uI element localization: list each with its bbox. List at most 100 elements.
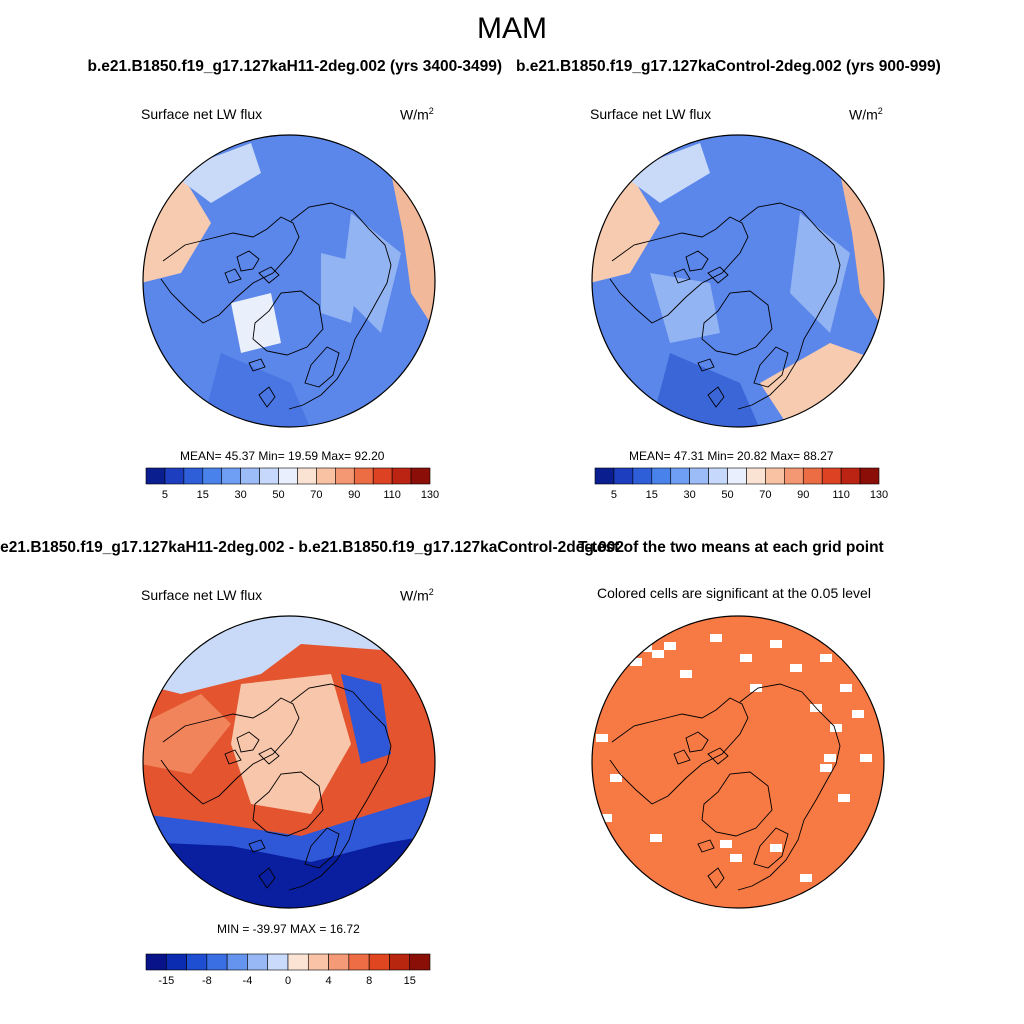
colorbar-tick-label: 0 — [285, 975, 291, 987]
coastline — [304, 827, 340, 869]
colorbar-box — [186, 953, 208, 971]
coastline — [609, 216, 749, 324]
dark-region — [201, 353, 311, 427]
control-panel-title: b.e21.B1850.f19_g17.127kaControl-2deg.00… — [516, 58, 941, 75]
colorbar-tick-label: 130 — [421, 489, 439, 501]
coastline — [288, 202, 392, 410]
coastline — [160, 216, 300, 324]
colorbar-box — [353, 467, 374, 485]
colorbar-box — [145, 953, 167, 971]
light-region — [171, 143, 261, 203]
coastline — [753, 827, 789, 869]
insignificant-cell — [790, 664, 802, 672]
difference-panel-title: b.e21.B1850.f19_g17.127kaH11-2deg.002 - … — [0, 539, 624, 556]
colorbar-box — [821, 467, 842, 485]
coastline — [673, 731, 729, 765]
colorbar-box — [689, 467, 709, 485]
colorbar-tick-label: 50 — [721, 489, 733, 501]
colorbar-tick-label: -15 — [158, 975, 174, 987]
coastline — [248, 839, 266, 853]
colorbar-box — [202, 467, 223, 485]
control-units-label: W/m2 — [849, 106, 883, 123]
dark-region — [650, 353, 760, 427]
colorbar-tick-label: 5 — [162, 489, 168, 501]
colorbar-tick-label: 5 — [611, 489, 617, 501]
colorbar-box — [278, 467, 298, 485]
colorbar-box — [206, 953, 228, 971]
coastline — [707, 386, 725, 408]
insignificant-cell — [740, 654, 752, 662]
difference-stats: MIN = -39.97 MAX = 16.72 — [217, 922, 360, 936]
colorbar-box — [316, 467, 336, 485]
control-stats: MEAN= 47.31 Min= 20.82 Max= 88.27 — [629, 449, 834, 463]
coastline — [701, 290, 773, 356]
coastline — [258, 867, 276, 889]
colorbar-box — [727, 467, 747, 485]
insignificant-cell — [730, 854, 742, 862]
difference-units-label: W/m2 — [400, 587, 434, 604]
insignificant-cell — [800, 874, 812, 882]
colorbar-box — [221, 467, 241, 485]
colorbar-tick-label: 8 — [366, 975, 372, 987]
insignificant-cell — [652, 650, 664, 658]
colorbar-box — [594, 467, 615, 485]
warm-region — [391, 694, 435, 774]
insignificant-cell — [664, 642, 676, 650]
colorbar-box — [632, 467, 653, 485]
case-polar-map — [142, 134, 436, 428]
coastlines — [609, 683, 841, 891]
coastline — [701, 771, 773, 837]
case-stats: MEAN= 45.37 Min= 19.59 Max= 92.20 — [180, 449, 385, 463]
coastline — [697, 839, 715, 853]
colorbar-tick-label: 90 — [797, 489, 809, 501]
case-panel-title: b.e21.B1850.f19_g17.127kaH11-2deg.002 (y… — [87, 58, 502, 75]
warm-region — [143, 694, 231, 774]
colorbar-box — [784, 467, 804, 485]
coastlines — [160, 683, 392, 891]
insignificant-cell — [596, 734, 608, 742]
case-units-label: W/m2 — [400, 106, 434, 123]
map-border — [142, 134, 436, 428]
colorbar-box — [328, 953, 350, 971]
colorbar-tick-label: 70 — [759, 489, 771, 501]
colorbar-box — [765, 467, 785, 485]
colorbar-box — [287, 953, 309, 971]
coastline — [288, 683, 392, 891]
insignificant-cell — [860, 754, 872, 762]
colorbar-box — [670, 467, 690, 485]
colorbar-box — [145, 467, 166, 485]
colorbar-box — [183, 467, 204, 485]
cool-region — [341, 674, 391, 764]
light-region — [650, 273, 720, 343]
insignificant-cell — [600, 814, 612, 822]
colorbar-tick-label: 50 — [272, 489, 284, 501]
colorbar-box — [368, 953, 390, 971]
coastline — [224, 731, 280, 765]
map-border — [142, 615, 436, 909]
coastline — [304, 346, 340, 388]
insignificant-cell — [610, 774, 622, 782]
light-region — [341, 213, 401, 333]
colorbar-tick-label: 30 — [684, 489, 696, 501]
colorbar-box — [297, 467, 317, 485]
pale-warm-region — [231, 674, 351, 814]
colorbar-box — [859, 467, 880, 485]
control-polar-map — [591, 134, 885, 428]
ttest-polar-map — [591, 615, 885, 909]
insignificant-cell — [840, 684, 852, 692]
insignificant-cell — [838, 794, 850, 802]
colorbar-tick-label: 15 — [197, 489, 209, 501]
coastline — [224, 250, 280, 284]
colorbar-box — [613, 467, 634, 485]
figure-title: MAM — [477, 12, 547, 45]
insignificant-cell — [770, 640, 782, 648]
coastline — [258, 386, 276, 408]
colorbar-box — [307, 953, 329, 971]
coastline — [248, 358, 266, 372]
colorbar-box — [372, 467, 393, 485]
case-variable-label: Surface net LW flux — [141, 106, 263, 122]
coastlines — [609, 202, 841, 410]
ttest-significance-label: Colored cells are significant at the 0.0… — [597, 585, 871, 601]
insignificant-cell — [820, 764, 832, 772]
colorbar-box — [164, 467, 185, 485]
